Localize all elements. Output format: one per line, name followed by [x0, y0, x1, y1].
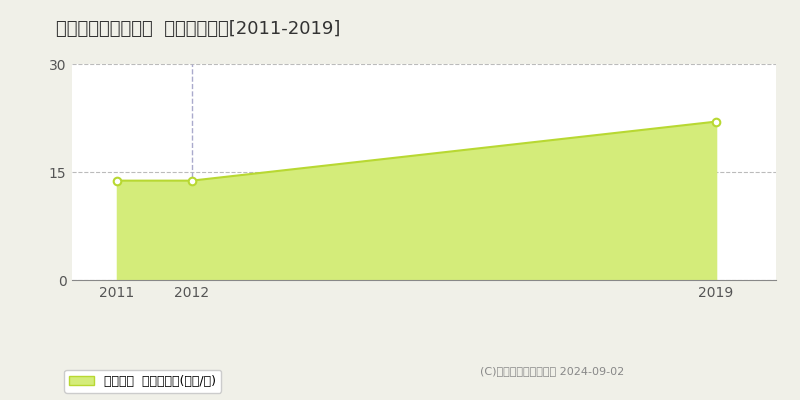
- Text: (C)土地価格ドットコム 2024-09-02: (C)土地価格ドットコム 2024-09-02: [480, 366, 624, 376]
- Point: [186, 178, 198, 184]
- Legend: 土地価格  平均坪単価(万円/坪): 土地価格 平均坪単価(万円/坪): [64, 370, 221, 392]
- Point: [110, 178, 123, 184]
- Text: 大和高田市礒野北町  土地価格推移[2011-2019]: 大和高田市礒野北町 土地価格推移[2011-2019]: [56, 20, 340, 38]
- Point: [710, 118, 722, 125]
